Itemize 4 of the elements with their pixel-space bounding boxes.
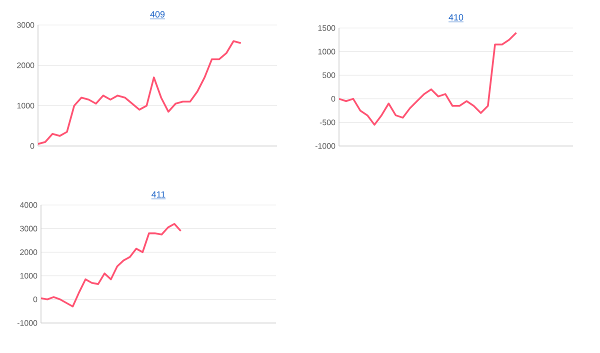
line-series bbox=[339, 32, 518, 126]
chart-title: 410 bbox=[448, 14, 464, 21]
chart-title: 409 bbox=[150, 11, 165, 18]
chart-title: 411 bbox=[152, 191, 166, 198]
